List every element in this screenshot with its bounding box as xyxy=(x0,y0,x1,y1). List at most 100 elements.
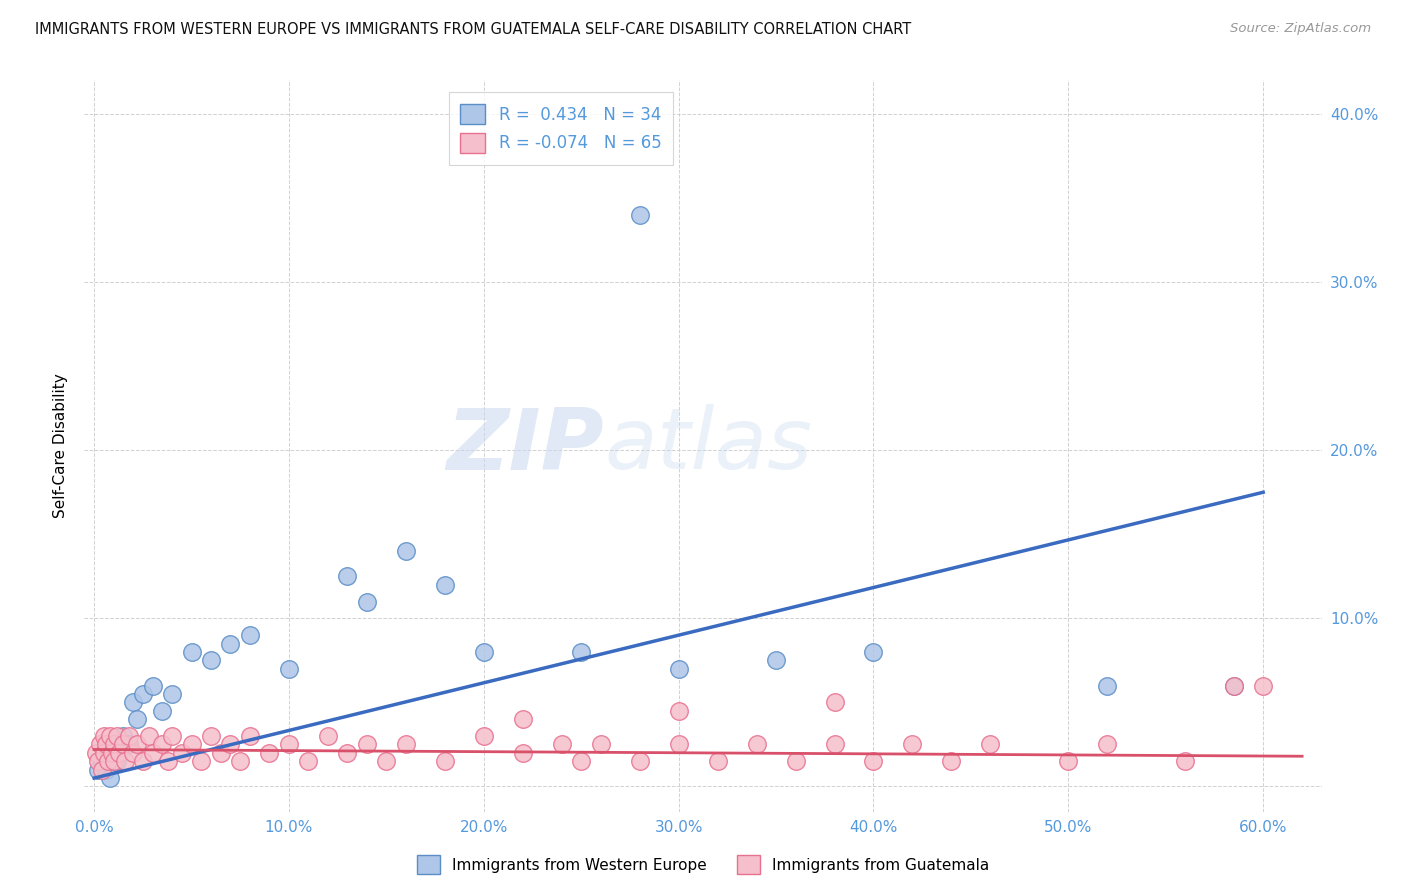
Point xyxy=(125,738,148,752)
Point xyxy=(824,695,846,709)
Point xyxy=(103,746,125,760)
Text: IMMIGRANTS FROM WESTERN EUROPE VS IMMIGRANTS FROM GUATEMALA SELF-CARE DISABILITY: IMMIGRANTS FROM WESTERN EUROPE VS IMMIGR… xyxy=(35,22,911,37)
Point xyxy=(209,746,232,760)
Point xyxy=(239,628,262,642)
Point xyxy=(569,754,592,768)
Point xyxy=(150,738,173,752)
Point xyxy=(395,544,418,558)
Point xyxy=(112,729,135,743)
Point xyxy=(433,754,456,768)
Point xyxy=(132,754,155,768)
Point xyxy=(862,645,884,659)
Point xyxy=(472,729,495,743)
Point xyxy=(1223,679,1246,693)
Point xyxy=(785,754,807,768)
Point xyxy=(706,754,728,768)
Point xyxy=(142,679,165,693)
Point xyxy=(107,729,129,743)
Point xyxy=(98,771,121,785)
Text: ZIP: ZIP xyxy=(446,404,605,488)
Point xyxy=(628,754,651,768)
Point xyxy=(90,754,112,768)
Point xyxy=(122,695,145,709)
Point xyxy=(941,754,963,768)
Point xyxy=(668,704,690,718)
Point xyxy=(84,746,107,760)
Point xyxy=(1097,738,1119,752)
Point xyxy=(118,738,141,752)
Point xyxy=(297,754,319,768)
Point xyxy=(239,729,262,743)
Point xyxy=(765,653,787,667)
Point xyxy=(356,738,378,752)
Point xyxy=(97,738,120,752)
Text: Source: ZipAtlas.com: Source: ZipAtlas.com xyxy=(1230,22,1371,36)
Point xyxy=(87,754,110,768)
Point xyxy=(118,729,141,743)
Point xyxy=(589,738,612,752)
Point xyxy=(395,738,418,752)
Point xyxy=(278,738,301,752)
Point xyxy=(472,645,495,659)
Point xyxy=(512,746,534,760)
Point xyxy=(93,729,115,743)
Point xyxy=(112,738,135,752)
Point xyxy=(278,662,301,676)
Point xyxy=(1223,679,1246,693)
Point xyxy=(114,754,136,768)
Point xyxy=(160,729,183,743)
Point xyxy=(901,738,924,752)
Point xyxy=(824,738,846,752)
Point xyxy=(668,738,690,752)
Legend: R =  0.434   N = 34, R = -0.074   N = 65: R = 0.434 N = 34, R = -0.074 N = 65 xyxy=(449,92,673,165)
Point xyxy=(219,636,242,650)
Point xyxy=(200,653,222,667)
Point xyxy=(122,746,145,760)
Text: atlas: atlas xyxy=(605,404,813,488)
Point xyxy=(138,729,160,743)
Point xyxy=(180,738,202,752)
Point xyxy=(160,687,183,701)
Y-axis label: Self-Care Disability: Self-Care Disability xyxy=(53,374,69,518)
Point xyxy=(1174,754,1197,768)
Point xyxy=(433,578,456,592)
Point xyxy=(745,738,768,752)
Point xyxy=(862,754,884,768)
Point xyxy=(107,754,129,768)
Point xyxy=(93,746,115,760)
Point xyxy=(569,645,592,659)
Point xyxy=(94,763,117,777)
Point xyxy=(190,754,212,768)
Point xyxy=(100,746,122,760)
Point xyxy=(375,754,398,768)
Point xyxy=(219,738,242,752)
Point xyxy=(89,738,111,752)
Point xyxy=(150,704,173,718)
Point xyxy=(259,746,281,760)
Point xyxy=(170,746,193,760)
Point xyxy=(125,712,148,726)
Point xyxy=(97,754,120,768)
Point xyxy=(356,594,378,608)
Point xyxy=(93,746,115,760)
Point xyxy=(108,746,131,760)
Point xyxy=(628,208,651,222)
Point xyxy=(98,729,121,743)
Point xyxy=(142,746,165,760)
Point xyxy=(1097,679,1119,693)
Point xyxy=(336,569,359,583)
Point xyxy=(90,763,112,777)
Point xyxy=(1057,754,1080,768)
Point xyxy=(336,746,359,760)
Point xyxy=(180,645,202,659)
Point xyxy=(87,763,110,777)
Point xyxy=(668,662,690,676)
Point xyxy=(157,754,180,768)
Point xyxy=(200,729,222,743)
Point xyxy=(979,738,1001,752)
Point xyxy=(100,754,122,768)
Point xyxy=(229,754,252,768)
Point xyxy=(103,738,125,752)
Point xyxy=(551,738,574,752)
Point xyxy=(316,729,339,743)
